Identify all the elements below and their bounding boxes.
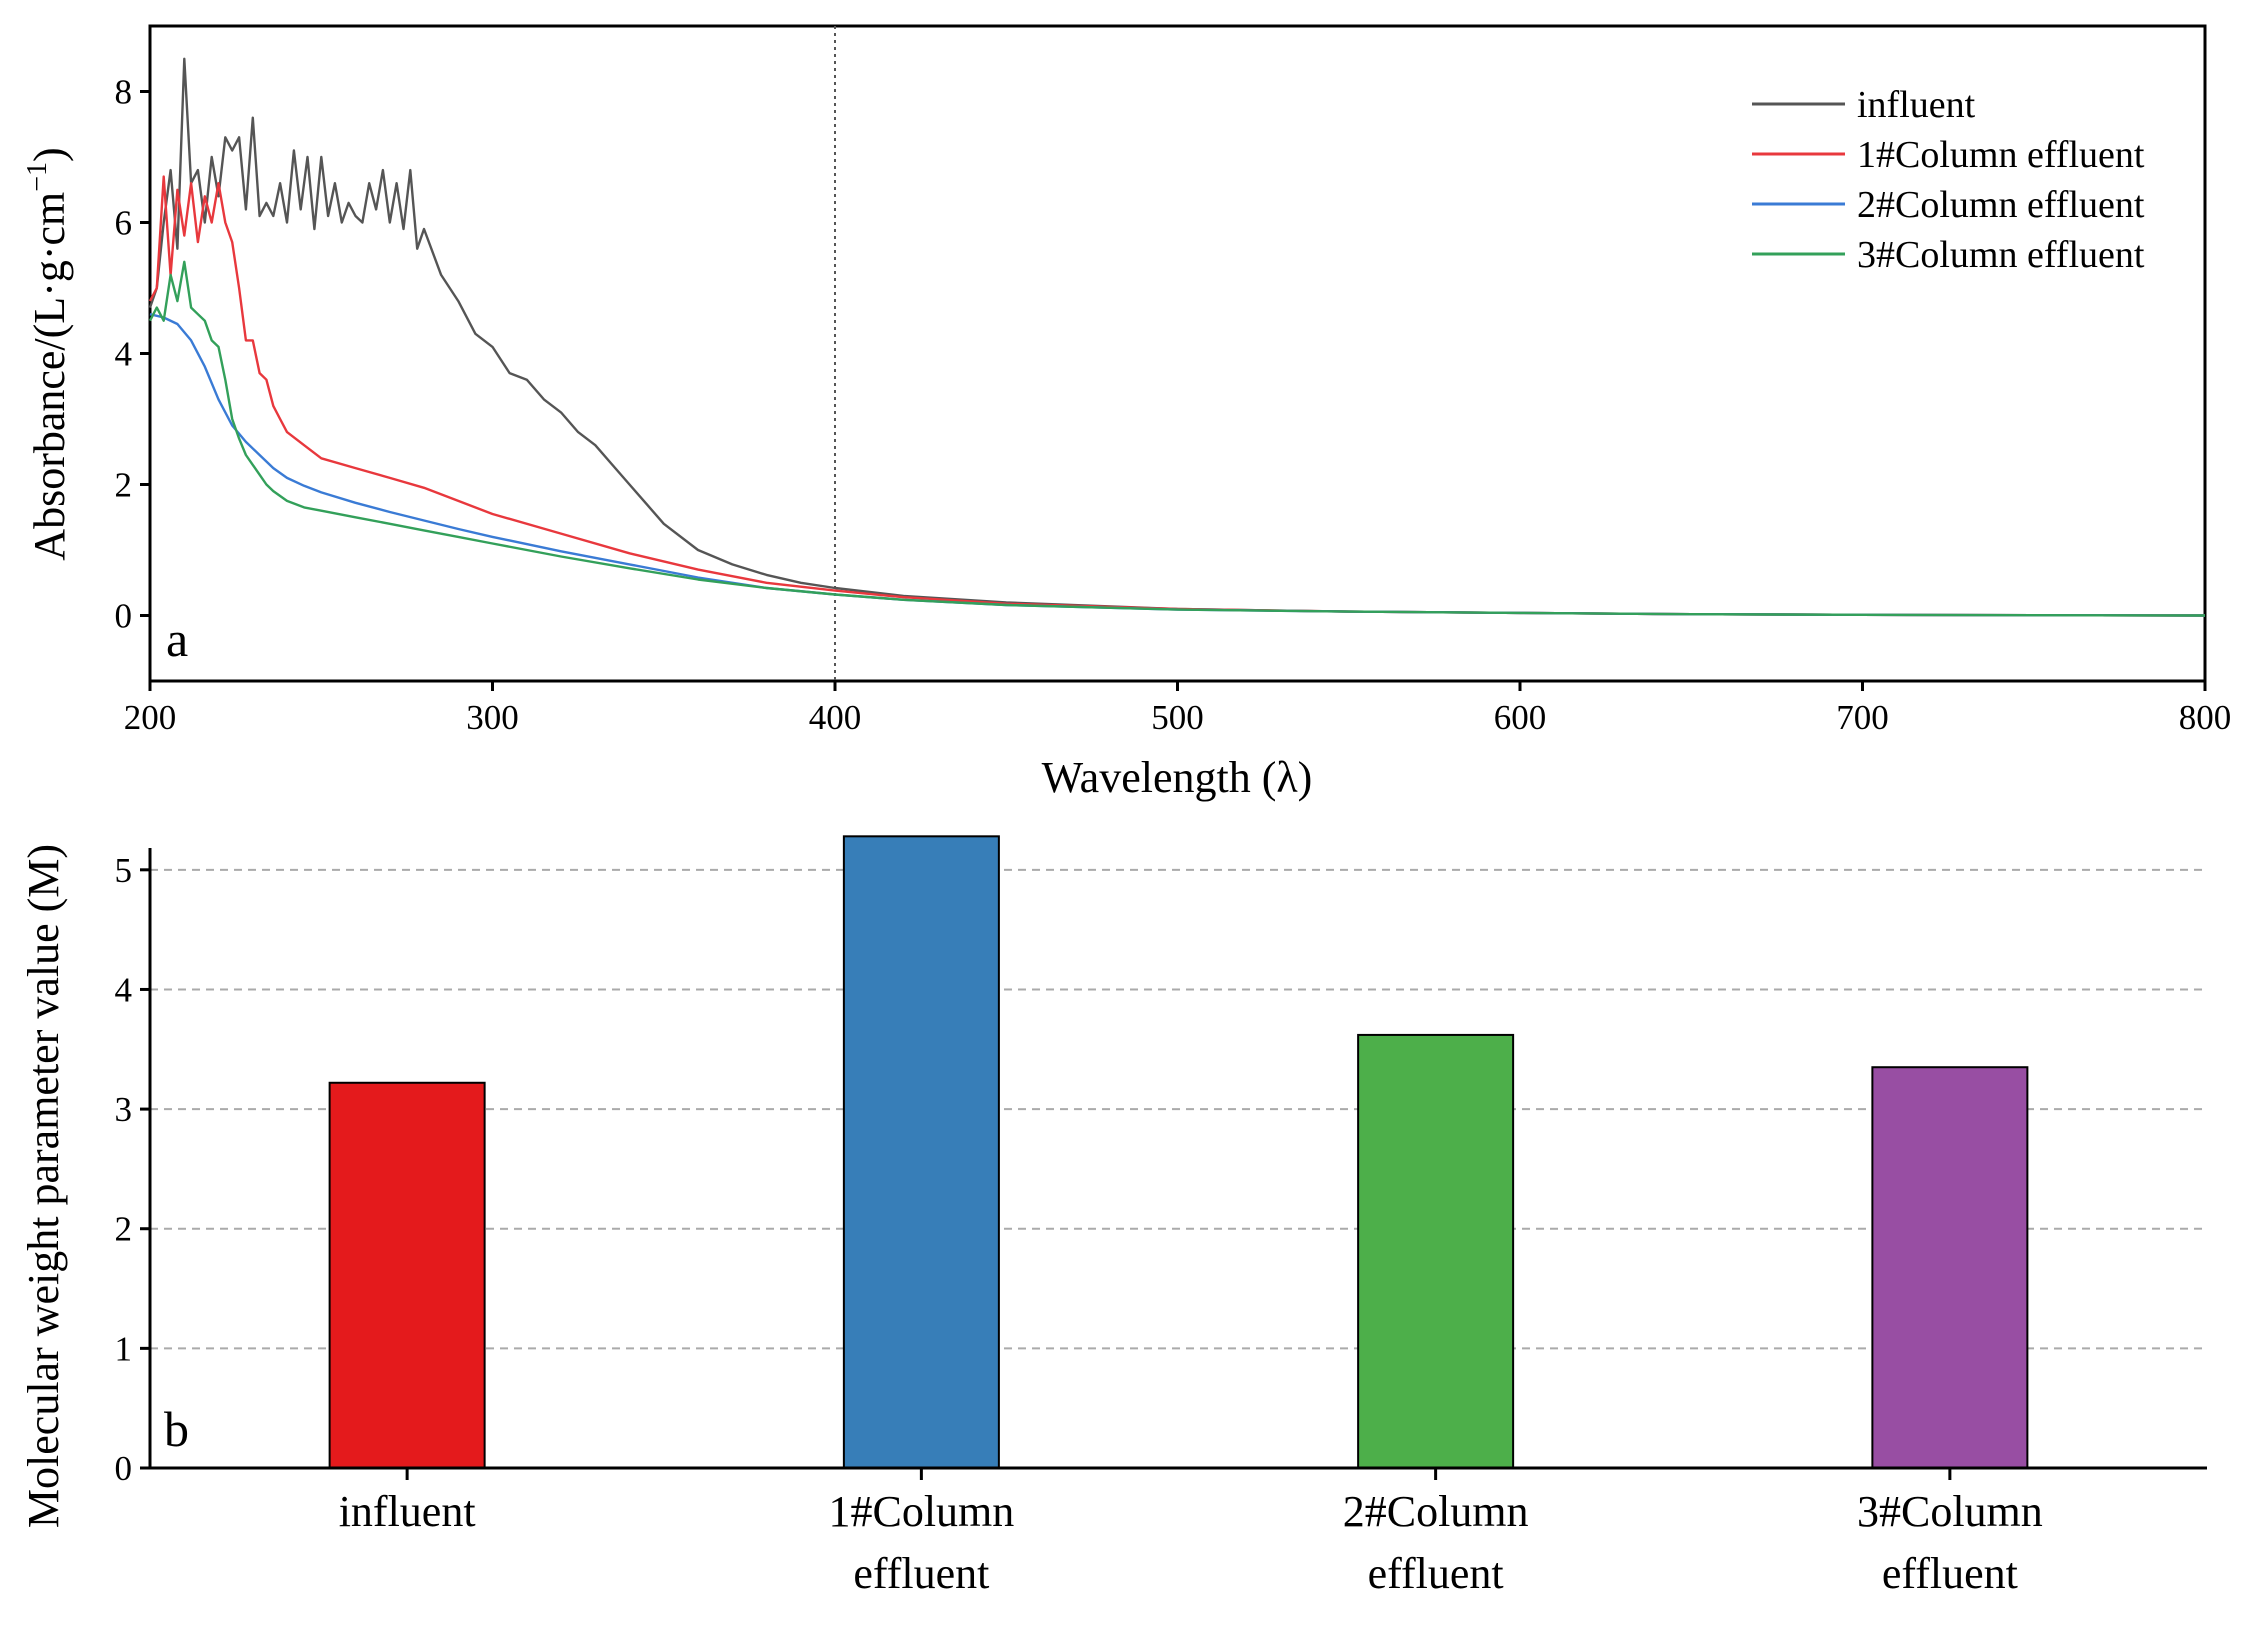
category-label: 2#Column effluent: [1343, 1487, 1529, 1598]
bar-4: [1871, 1066, 2029, 1469]
panel-b-bars: [328, 835, 2029, 1470]
bar-1: [328, 1081, 486, 1469]
panel-b-category-labels: influent 1#Column effluent 2#Column effluent…: [339, 1468, 2043, 1598]
panel-a-label: a: [166, 611, 188, 667]
legend-label: 2#Column effluent: [1857, 184, 2145, 226]
bar-2: [842, 835, 1000, 1469]
x-tick-label: 700: [1836, 698, 1889, 737]
bar-3: [1357, 1033, 1515, 1470]
category-label: 1#Column effluent: [828, 1487, 1014, 1598]
y-tick-label: 1: [115, 1329, 133, 1368]
panel-a-y-axis-title: Absorbance/(L·g·cm−1): [22, 147, 74, 560]
y-tick-label: 0: [115, 597, 133, 636]
y-tick-label: 6: [115, 204, 133, 243]
x-tick-label: 500: [1151, 698, 1204, 737]
panel-b-gridlines: [150, 868, 2207, 1350]
y-tick-label: 2: [115, 1210, 133, 1249]
x-tick-label: 600: [1494, 698, 1547, 737]
y-tick-label: 3: [115, 1090, 133, 1129]
panel-a-series-lines: [148, 57, 2206, 617]
y-tick-label: 4: [115, 335, 133, 374]
panel-b-bar-chart: 0 1 2 3 4 5 influent 1#Column effluent 2#Column e…: [19, 835, 2207, 1598]
panel-a-line-chart: 200 300 400 500 600 700 800 0 2 4 6 8 a Wavelength…: [22, 24, 2232, 802]
y-tick-label: 2: [115, 466, 133, 505]
y-tick-label: 5: [115, 851, 133, 890]
category-label: influent: [339, 1487, 476, 1536]
y-tick-label: 8: [115, 73, 133, 112]
x-tick-label: 300: [466, 698, 519, 737]
panel-b-y-axis-title: Molecular weight parameter value (M): [19, 844, 68, 1528]
legend-label: influent: [1857, 84, 1976, 126]
y-tick-label: 4: [115, 970, 133, 1009]
x-tick-label: 200: [124, 698, 177, 737]
panel-a-legend: influent 1#Column effluent 2#Column efflue…: [1752, 84, 2145, 276]
category-label: 3#Column effluent: [1857, 1487, 2043, 1598]
x-tick-label: 400: [809, 698, 862, 737]
x-tick-label: 800: [2179, 698, 2232, 737]
panel-a-x-ticks: 200 300 400 500 600 700 800: [124, 681, 2232, 737]
legend-label: 3#Column effluent: [1857, 234, 2145, 276]
panel-b-y-ticks: 0 1 2 3 4 5: [115, 851, 150, 1488]
series-line-1: [148, 57, 2206, 617]
y-tick-label: 0: [115, 1449, 133, 1488]
legend-label: 1#Column effluent: [1857, 134, 2145, 176]
panel-a-y-ticks: 0 2 4 6 8: [115, 73, 150, 636]
panel-a-x-axis-title: Wavelength (λ): [1042, 753, 1313, 802]
panel-b-label: b: [164, 1401, 189, 1457]
series-line-4: [148, 260, 2206, 617]
series-line-3: [149, 313, 2206, 617]
